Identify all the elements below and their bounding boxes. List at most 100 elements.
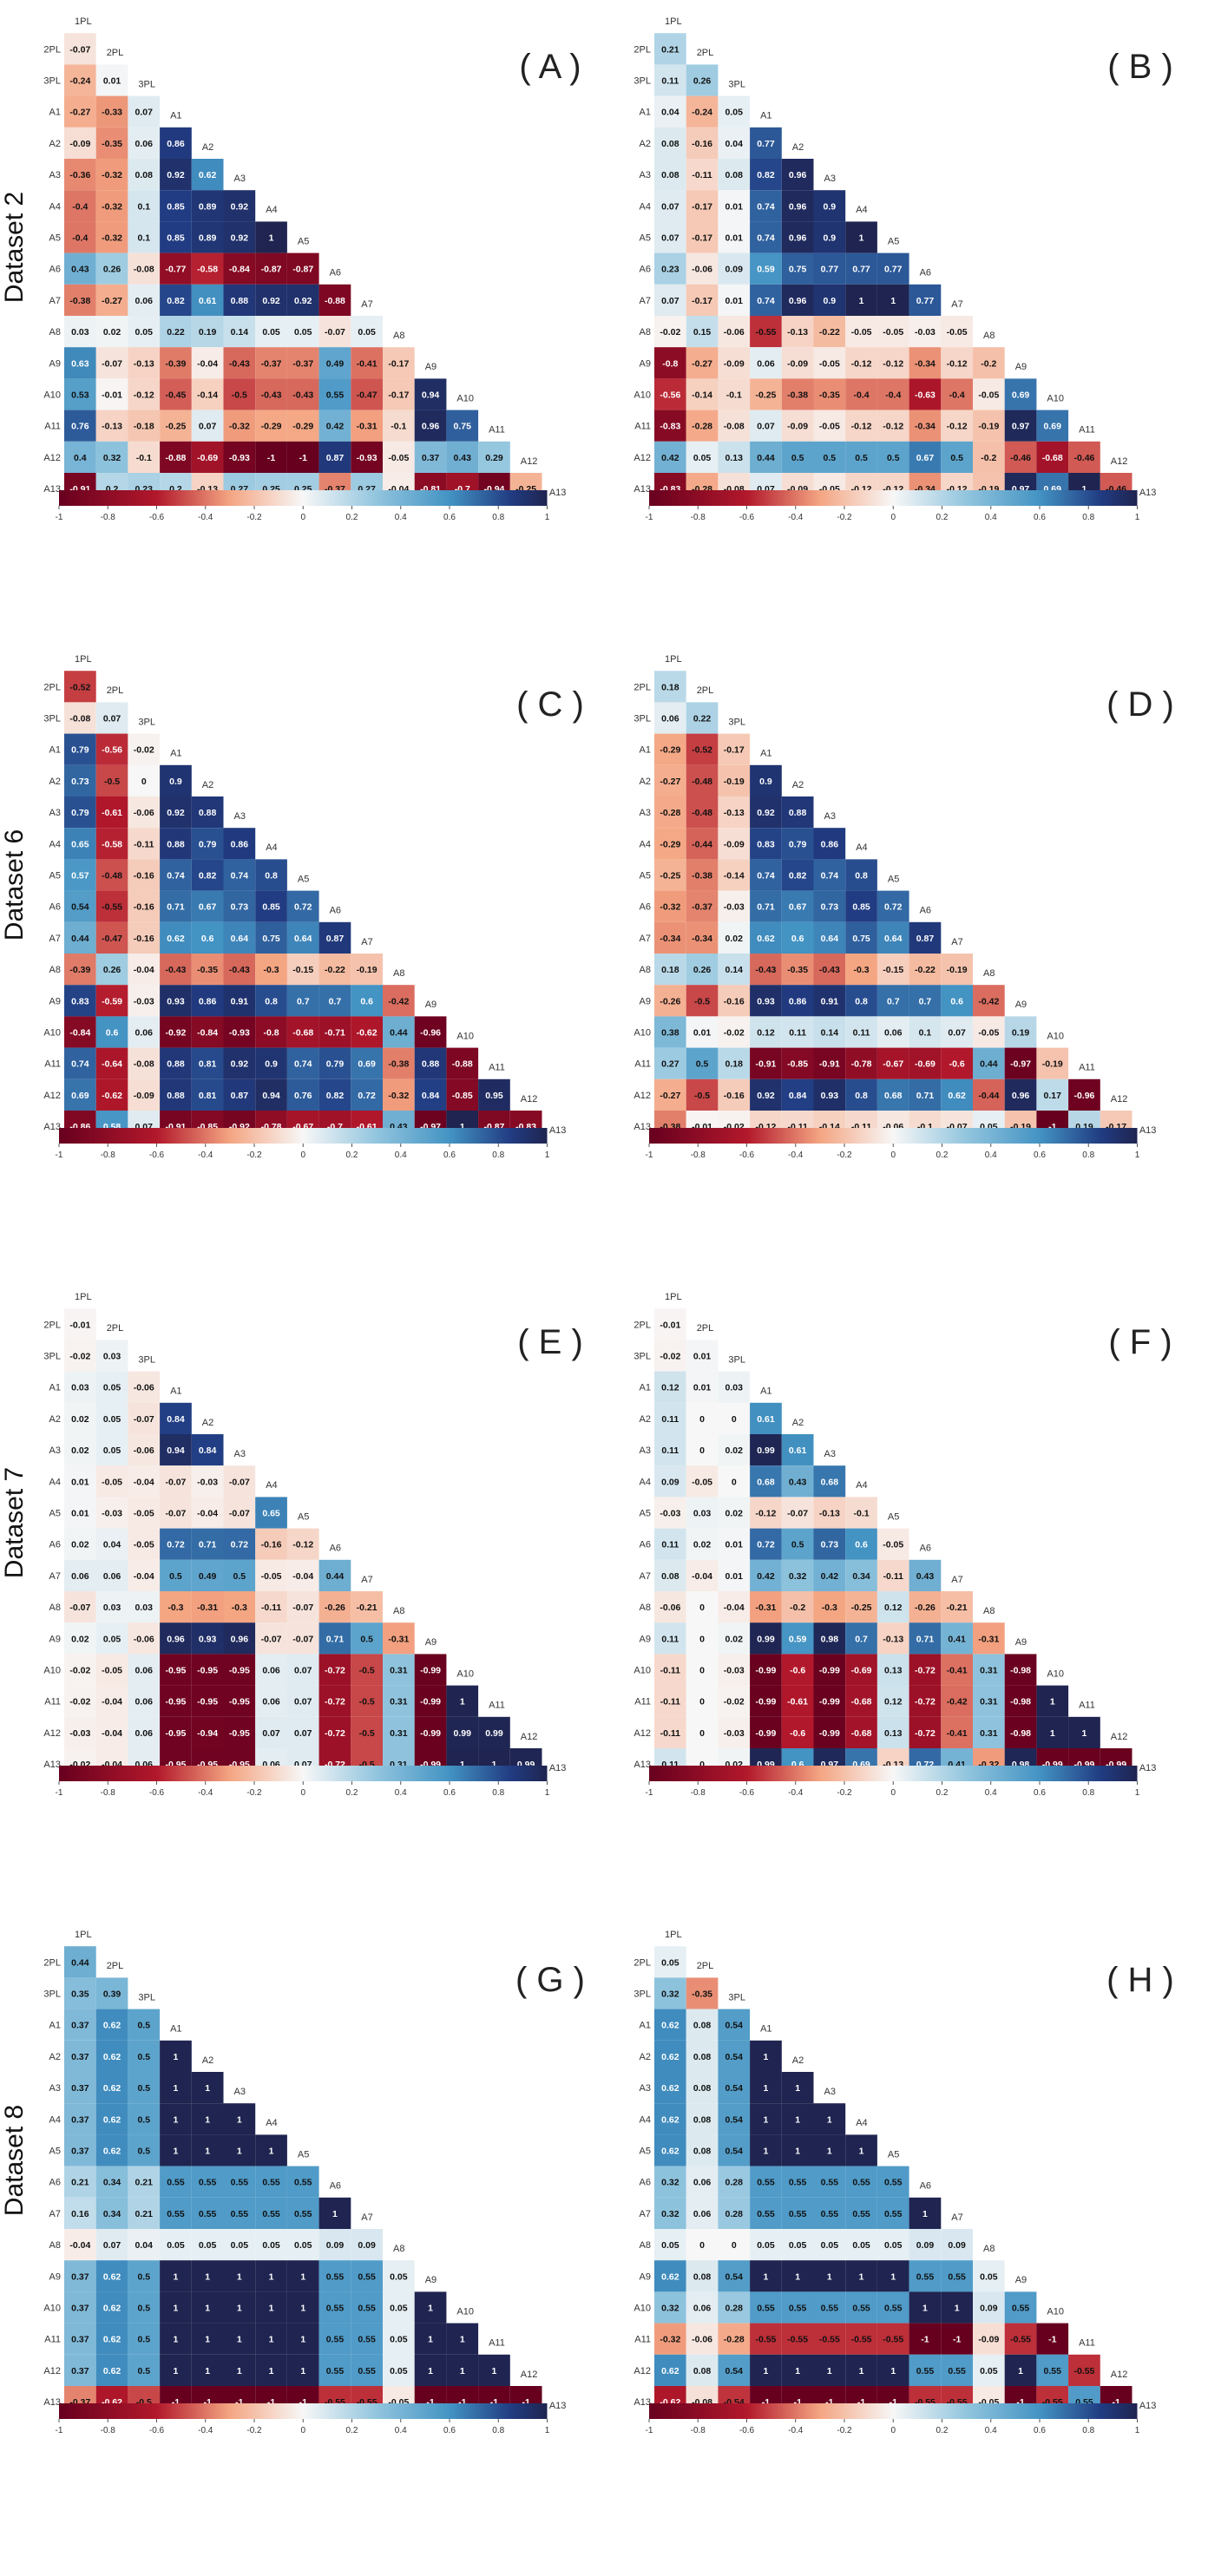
heatmap-cell (718, 1591, 751, 1623)
heatmap-cell (973, 441, 1005, 473)
heatmap-cell (750, 410, 782, 442)
heatmap-cell (813, 190, 846, 222)
row-label: A1 (640, 2021, 651, 2031)
heatmap-cell (160, 828, 192, 860)
cell-value: 0.08 (661, 139, 680, 149)
cell-value: 0 (699, 1445, 705, 1456)
heatmap-cell (909, 1654, 942, 1686)
heatmap-cell (654, 190, 686, 222)
cell-value: 0.05 (852, 2240, 870, 2251)
heatmap-cell (973, 2291, 1005, 2324)
cell-value: 0.31 (390, 1728, 408, 1739)
cell-value: 0.05 (661, 1957, 680, 1968)
heatmap-cell (876, 441, 909, 473)
cell-value: 1 (859, 2366, 864, 2376)
cell-value: -0.5 (359, 1697, 375, 1708)
cell-value: 1 (890, 296, 896, 306)
colorbar-tick-label: -1 (646, 513, 653, 522)
row-label: A8 (49, 965, 61, 975)
cell-value: 0.68 (757, 1477, 775, 1487)
heatmap-cell (813, 1559, 846, 1591)
cell-value: 0.62 (757, 934, 775, 944)
colorbar-tick-label: 0.8 (1082, 2426, 1094, 2435)
heatmap-cell (255, 1078, 287, 1111)
cell-value: 0.8 (265, 871, 278, 882)
cell-value: 0.55 (757, 2178, 775, 2188)
heatmap-cell (64, 252, 96, 285)
heatmap-cell (351, 1078, 383, 1111)
row-label: A4 (49, 2114, 61, 2125)
heatmap-cell (351, 2260, 383, 2292)
heatmap-cell (1004, 1078, 1037, 1111)
heatmap-cell (718, 796, 751, 829)
heatmap-cell (191, 2134, 224, 2166)
heatmap-cell (255, 2354, 287, 2386)
cell-value: 0.14 (231, 327, 249, 338)
cell-value: 1 (300, 2271, 305, 2282)
row-label: A13 (43, 484, 61, 495)
cell-value: 0 (732, 1414, 737, 1425)
cell-value: 0.08 (693, 2147, 712, 2157)
cell-value: 0.63 (71, 358, 89, 369)
cell-value: 0.43 (71, 265, 89, 275)
cell-value: 0.96 (167, 1634, 185, 1644)
row-label: A2 (49, 139, 61, 149)
column-label: 3PL (728, 717, 745, 727)
cell-value: 0.99 (757, 1634, 775, 1644)
colorbar-tick-label: 1 (1135, 2426, 1140, 2435)
colorbar-tick-label: 0.4 (985, 513, 997, 522)
cell-value: 0.64 (294, 934, 312, 944)
heatmap-cell (255, 921, 287, 954)
cell-value: 0.43 (454, 453, 472, 463)
cell-value: 1 (1050, 1697, 1055, 1708)
cell-value: 0.06 (262, 1666, 280, 1676)
colorbar-tick-label: -0.8 (691, 1150, 706, 1160)
heatmap-cell (286, 954, 319, 986)
column-label: 2PL (697, 1323, 714, 1334)
column-label: A5 (298, 1511, 309, 1522)
column-label: A13 (1139, 1763, 1157, 1773)
heatmap-cell (718, 2040, 751, 2072)
cell-value: 0.03 (103, 1603, 121, 1613)
cell-value: 1 (269, 2271, 274, 2282)
heatmap-cell (686, 1340, 719, 1372)
cell-value: 0.76 (294, 1091, 312, 1101)
colorbar-tick-label: 0.2 (936, 1788, 949, 1798)
heatmap-cell (941, 2323, 973, 2355)
column-label: A2 (792, 142, 804, 153)
cell-value: 0 (732, 1477, 737, 1487)
cell-value: -0.07 (134, 1414, 154, 1425)
row-label: A3 (49, 170, 61, 180)
cell-value: 0.1 (137, 233, 150, 244)
cell-value: -0.13 (819, 1509, 840, 1519)
column-label: A9 (425, 1637, 437, 1648)
cell-value: 0.07 (135, 108, 154, 118)
heatmap-cell (160, 859, 192, 891)
panel-letter: ( A ) (519, 48, 581, 86)
heatmap-cell (813, 2260, 846, 2292)
column-label: A5 (298, 874, 309, 884)
heatmap-cell (654, 1591, 686, 1623)
cell-value: 1 (174, 2335, 179, 2345)
cell-value: 0.5 (696, 1059, 709, 1070)
heatmap-cell (64, 985, 96, 1017)
cell-value: 0.14 (725, 965, 744, 975)
heatmap-cell (95, 1016, 128, 1048)
heatmap-panel-6: ( F )1PL2PL3PLA1A2A3A4A5A6A7A8A9A10A11A1… (634, 1292, 1172, 1798)
column-label: A9 (1015, 362, 1027, 372)
cell-value: 0.91 (231, 996, 249, 1006)
heatmap-cell (654, 2166, 686, 2198)
heatmap-cell (813, 221, 846, 253)
cell-value: 1 (205, 2366, 210, 2376)
row-label: A6 (640, 1540, 651, 1550)
heatmap-cell (64, 796, 96, 829)
cell-value: 0.75 (852, 934, 870, 944)
cell-value: 0.88 (167, 839, 185, 849)
colorbar-tick-label: 0.6 (443, 2426, 456, 2435)
row-label: A3 (640, 2083, 651, 2094)
cell-value: 0.08 (693, 2271, 712, 2282)
cell-value: -0.46 (1010, 453, 1031, 463)
heatmap-cell (318, 2323, 351, 2355)
cell-value: 0.98 (821, 1634, 839, 1644)
cell-value: 0.37 (71, 2083, 89, 2094)
